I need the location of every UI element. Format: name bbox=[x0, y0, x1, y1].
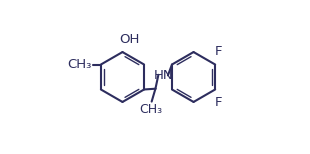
Text: CH₃: CH₃ bbox=[68, 58, 92, 71]
Text: F: F bbox=[215, 95, 222, 109]
Text: HN: HN bbox=[154, 69, 174, 82]
Text: OH: OH bbox=[119, 33, 140, 46]
Text: F: F bbox=[215, 45, 222, 59]
Text: CH₃: CH₃ bbox=[139, 103, 162, 116]
